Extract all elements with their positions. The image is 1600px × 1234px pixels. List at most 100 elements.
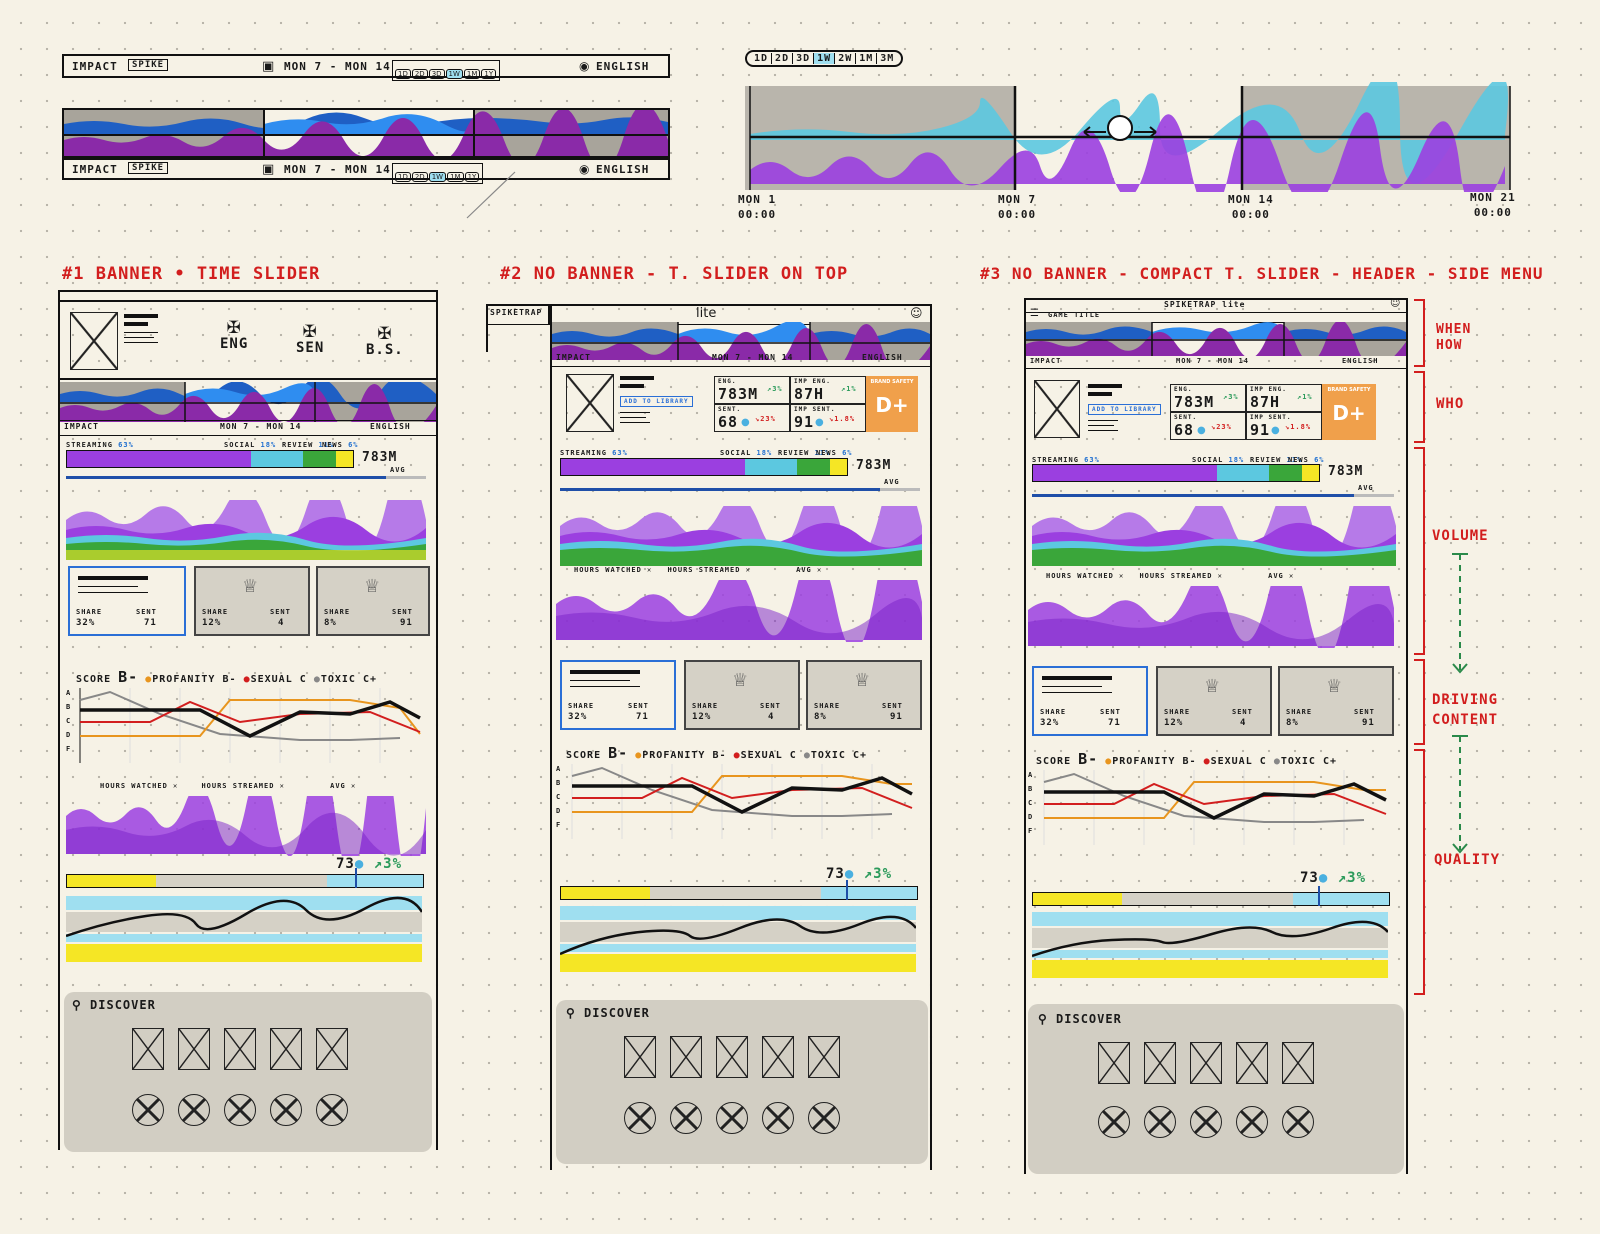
card-share-3: 8% [324,618,337,628]
range-pills-2[interactable]: 1D 2D 1W 1M 1Y [392,163,484,184]
discover-avatar[interactable] [1282,1106,1314,1138]
range-option-1d[interactable]: 1D [751,53,773,64]
discover-thumb[interactable] [316,1028,348,1070]
calendar-icon[interactable]: ▣ [262,59,275,74]
col3-quality-change: 3% [1347,870,1367,886]
discover-thumb[interactable] [1236,1042,1268,1084]
pointer-line [466,171,516,219]
col1-volume-labels: STREAMING 63% SOCIAL 18% REVIEW 11% NEWS… [66,441,366,449]
discover-thumb[interactable] [1144,1042,1176,1084]
discover-thumb[interactable] [1190,1042,1222,1084]
col2-discover-label[interactable]: ⚲ DISCOVER [566,1006,650,1020]
crown-icon: ♕ [732,670,749,691]
range-1m[interactable]: 1M [463,69,481,79]
range-1y[interactable]: 1Y [481,69,497,79]
col2-legend-profanity: PROFANITY [642,750,706,761]
timeline-label-2: MON 14 00:00 [1228,192,1274,222]
range-2d-2[interactable]: 2D [411,172,428,182]
discover-avatar[interactable] [670,1102,702,1134]
discover-avatar[interactable] [624,1102,656,1134]
col3-brand-safety-grade: BRAND SAFETY D+ [1322,384,1376,440]
col2-volume-total: 783M [856,458,892,473]
discover-avatar[interactable] [132,1094,164,1126]
date-range-label-2[interactable]: MON 7 - MON 14 [284,163,391,176]
range-2d[interactable]: 2D [411,69,428,79]
range-1w-2[interactable]: 1W [428,172,447,182]
date-range-label[interactable]: MON 7 - MON 14 [284,60,391,73]
col1-discover-label[interactable]: ⚲ DISCOVER [72,998,156,1012]
card-share: 32% [76,618,96,628]
user-icon[interactable]: ☺ [910,306,923,320]
range-3d[interactable]: 3D [428,69,445,79]
discover-thumb[interactable] [1098,1042,1130,1084]
range-timeline[interactable] [740,82,1520,192]
range-1d-2[interactable]: 1D [395,172,411,182]
col2-content-card-selected[interactable]: SHARE 32% SENT 71 [560,660,676,730]
discover-thumb[interactable] [270,1028,302,1070]
discover-avatar[interactable] [1098,1106,1130,1138]
range-pills[interactable]: 1D 2D 3D 1W 1M 1Y [392,60,501,81]
range-1y-2[interactable]: 1Y [464,172,480,182]
col1-score-chart [79,688,421,763]
discover-thumb[interactable] [624,1036,656,1078]
range-1d[interactable]: 1D [395,69,411,79]
discover-avatar[interactable] [808,1102,840,1134]
col1-time-slider[interactable] [60,382,436,422]
range-option-3d[interactable]: 3D [793,53,815,64]
user-icon-3[interactable]: ☺ [1390,298,1401,309]
language-label[interactable]: ENGLISH [596,60,650,73]
col1-review-pct: 11% [318,441,335,449]
col2-add-library-button[interactable]: ADD TO LIBRARY [620,396,693,407]
content-card[interactable]: ♕ SHARE 8% SENT 91 [316,566,430,636]
discover-thumb[interactable] [670,1036,702,1078]
discover-thumb[interactable] [132,1028,164,1070]
col2-content-card[interactable]: ♕ SHARE 12% SENT 4 [684,660,800,730]
col3-content-card[interactable]: ♕ SHARE 8% SENT 91 [1278,666,1394,736]
discover-thumb[interactable] [1282,1042,1314,1084]
calendar-icon-2[interactable]: ▣ [262,162,275,177]
range-option-2d[interactable]: 2D [772,53,794,64]
col2-stat-imp-sent: IMP SENT. 91 ● ↘1.8% [790,404,866,432]
col2-content-card[interactable]: ♕ SHARE 8% SENT 91 [806,660,922,730]
content-card[interactable]: ♕ SHARE 12% SENT 4 [194,566,310,636]
discover-thumb[interactable] [716,1036,748,1078]
col1-legend-sexual: SEXUAL [250,674,293,685]
col3-time-slider[interactable] [1026,322,1406,356]
discover-thumb[interactable] [762,1036,794,1078]
col3-add-library-button[interactable]: ADD TO LIBRARY [1088,404,1161,415]
col3-eng-value: 783M [1174,393,1215,411]
col3-discover-label[interactable]: ⚲ DISCOVER [1038,1012,1122,1026]
variant-2-frame [550,304,932,1170]
range-1m-2[interactable]: 1M [447,172,464,182]
time-slider-strip[interactable] [62,108,670,158]
col3-card-share-label-3: SHARE [1286,708,1313,716]
discover-thumb[interactable] [178,1028,210,1070]
range-option-2w[interactable]: 2W [835,53,857,64]
discover-avatar[interactable] [1190,1106,1222,1138]
range-selector[interactable]: 1D 2D 3D 1W 2W 1M 3M [745,50,904,67]
menu-icon[interactable]: ☰ [1030,308,1039,319]
discover-avatar[interactable] [316,1094,348,1126]
col2-time-slider[interactable] [552,322,930,360]
label-driving-content: DRIVING CONTENT [1432,692,1499,728]
discover-avatar[interactable] [1236,1106,1268,1138]
discover-thumb[interactable] [224,1028,256,1070]
discover-avatar[interactable] [762,1102,794,1134]
col3-content-card[interactable]: ♕ SHARE 12% SENT 4 [1156,666,1272,736]
discover-avatar[interactable] [224,1094,256,1126]
col2-volume-bar [560,458,848,476]
range-option-3m[interactable]: 3M [880,53,895,64]
discover-thumb[interactable] [808,1036,840,1078]
col1-axis-d: D [66,731,72,739]
discover-avatar[interactable] [270,1094,302,1126]
col3-content-card-selected[interactable]: SHARE 32% SENT 71 [1032,666,1148,736]
discover-avatar[interactable] [716,1102,748,1134]
discover-avatar[interactable] [178,1094,210,1126]
content-card-selected[interactable]: SHARE 32% SENT 71 [68,566,186,636]
language-label-2[interactable]: ENGLISH [596,163,650,176]
range-1w[interactable]: 1W [445,69,463,79]
range-option-1w[interactable]: 1W [814,53,836,64]
discover-avatar[interactable] [1144,1106,1176,1138]
range-option-1m[interactable]: 1M [856,53,878,64]
col2-eng-change-val: 3% [772,385,783,393]
